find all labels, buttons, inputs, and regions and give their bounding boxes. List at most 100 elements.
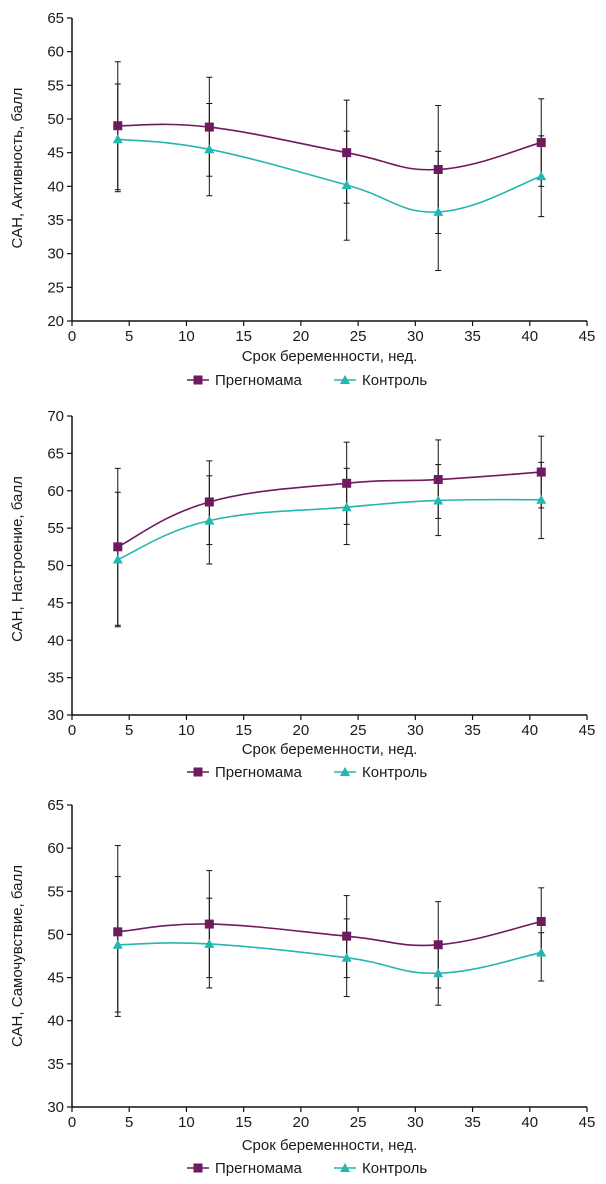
y-tick-label: 30: [47, 1099, 64, 1116]
legend-label: Прегномама: [215, 372, 303, 389]
y-tick-label: 35: [47, 1056, 64, 1073]
y-tick-label: 25: [47, 279, 64, 296]
x-tick-label: 10: [178, 328, 195, 345]
y-tick-label: 20: [47, 313, 64, 330]
y-tick-label: 40: [47, 632, 64, 649]
y-tick-label: 55: [47, 77, 64, 94]
legend: Прегномама Контроль: [187, 372, 427, 389]
y-tick-label: 35: [47, 212, 64, 229]
y-tick-label: 50: [47, 558, 64, 575]
data-point: [204, 497, 214, 507]
data-point: [113, 542, 123, 552]
y-tick-label: 30: [47, 707, 64, 724]
data-point: [112, 939, 123, 949]
legend: Прегномама Контроль: [187, 1160, 427, 1177]
x-tick-label: 5: [125, 722, 133, 739]
chart-panel-2: 30 35 40 45 50 55 60 65 70 0 5 10 15 20 25 30 35 40 45 Срок…: [9, 408, 595, 781]
legend-marker: [193, 767, 203, 777]
data-point: [536, 467, 546, 477]
data-point: [204, 938, 215, 948]
x-tick-label: 45: [579, 1114, 596, 1131]
data-point: [113, 927, 123, 937]
series-line-2: [117, 942, 542, 975]
x-tick-label: 30: [407, 1114, 424, 1131]
x-tick-label: 30: [407, 722, 424, 739]
y-tick-label: 60: [47, 483, 64, 500]
x-tick-label: 40: [521, 1114, 538, 1131]
legend: Прегномама Контроль: [187, 764, 427, 781]
y-axis-label: САН, Активность, балл: [9, 88, 26, 249]
data-point: [204, 122, 214, 132]
x-tick-label: 20: [293, 1114, 310, 1131]
data-point: [433, 495, 444, 505]
data-point: [433, 940, 443, 950]
y-tick-label: 45: [47, 595, 64, 612]
y-tick-label: 50: [47, 111, 64, 128]
x-tick-label: 5: [125, 328, 133, 345]
data-point: [536, 916, 546, 926]
chart-panel-1: 20 25 30 35 40 45 50 55 60 65 0 5 10 15 20 25 30 35 40 45 Ср…: [9, 10, 595, 389]
x-tick-label: 35: [464, 722, 481, 739]
legend-label: Прегномама: [215, 764, 303, 781]
y-tick-label: 65: [47, 797, 64, 814]
data-point: [341, 179, 352, 189]
y-tick-label: 40: [47, 1013, 64, 1030]
legend-marker: [193, 1163, 203, 1173]
x-tick-label: 45: [579, 328, 596, 345]
y-tick-label: 55: [47, 883, 64, 900]
legend-label: Контроль: [362, 372, 427, 389]
x-tick-label: 15: [235, 328, 252, 345]
x-tick-label: 25: [350, 722, 367, 739]
y-tick-label: 70: [47, 408, 64, 425]
data-point: [341, 952, 352, 962]
x-tick-label: 20: [293, 328, 310, 345]
data-point: [433, 206, 444, 216]
x-tick-label: 15: [235, 1114, 252, 1131]
x-tick-label: 45: [579, 722, 596, 739]
x-tick-label: 35: [464, 328, 481, 345]
x-tick-label: 0: [68, 722, 76, 739]
data-point: [341, 502, 352, 512]
legend-marker: [340, 1163, 350, 1172]
data-point: [433, 165, 443, 174]
y-axis-label: САН, Самочувствие, балл: [9, 865, 26, 1047]
data-point: [204, 919, 214, 929]
x-tick-label: 0: [68, 1114, 76, 1131]
x-tick-label: 0: [68, 328, 76, 345]
data-point: [536, 947, 547, 957]
x-tick-label: 15: [235, 722, 252, 739]
x-axis-label: Срок беременности, нед.: [242, 348, 418, 365]
legend-label: Контроль: [362, 764, 427, 781]
y-tick-label: 55: [47, 520, 64, 537]
data-point: [433, 968, 444, 978]
data-point: [204, 515, 215, 525]
y-tick-label: 50: [47, 926, 64, 943]
data-point: [342, 478, 352, 488]
x-axis-label: Срок беременности, нед.: [242, 1137, 418, 1154]
x-tick-label: 40: [521, 328, 538, 345]
data-point: [536, 138, 546, 148]
x-tick-label: 5: [125, 1114, 133, 1131]
x-tick-label: 30: [407, 328, 424, 345]
y-tick-label: 35: [47, 670, 64, 687]
data-point: [536, 494, 547, 504]
x-axis-label: Срок беременности, нед.: [242, 741, 418, 758]
x-tick-label: 35: [464, 1114, 481, 1131]
y-tick-label: 65: [47, 10, 64, 27]
y-axis-label: САН, Настроение, балл: [9, 476, 26, 642]
y-tick-label: 60: [47, 840, 64, 857]
legend-marker: [340, 767, 350, 776]
y-tick-label: 45: [47, 970, 64, 987]
series-line-1: [117, 920, 542, 947]
data-point: [113, 121, 123, 131]
x-tick-label: 40: [521, 722, 538, 739]
chart-panel-3: 30 35 40 45 50 55 60 65 0 5 10 15 20 25 30 35 40 45 Срок б…: [9, 797, 595, 1177]
data-point: [112, 554, 123, 564]
x-tick-label: 20: [293, 722, 310, 739]
legend-label: Прегномама: [215, 1160, 303, 1177]
x-tick-label: 25: [350, 328, 367, 345]
series-line-2: [117, 498, 542, 561]
data-point: [342, 148, 352, 158]
series-line-1: [117, 471, 542, 548]
